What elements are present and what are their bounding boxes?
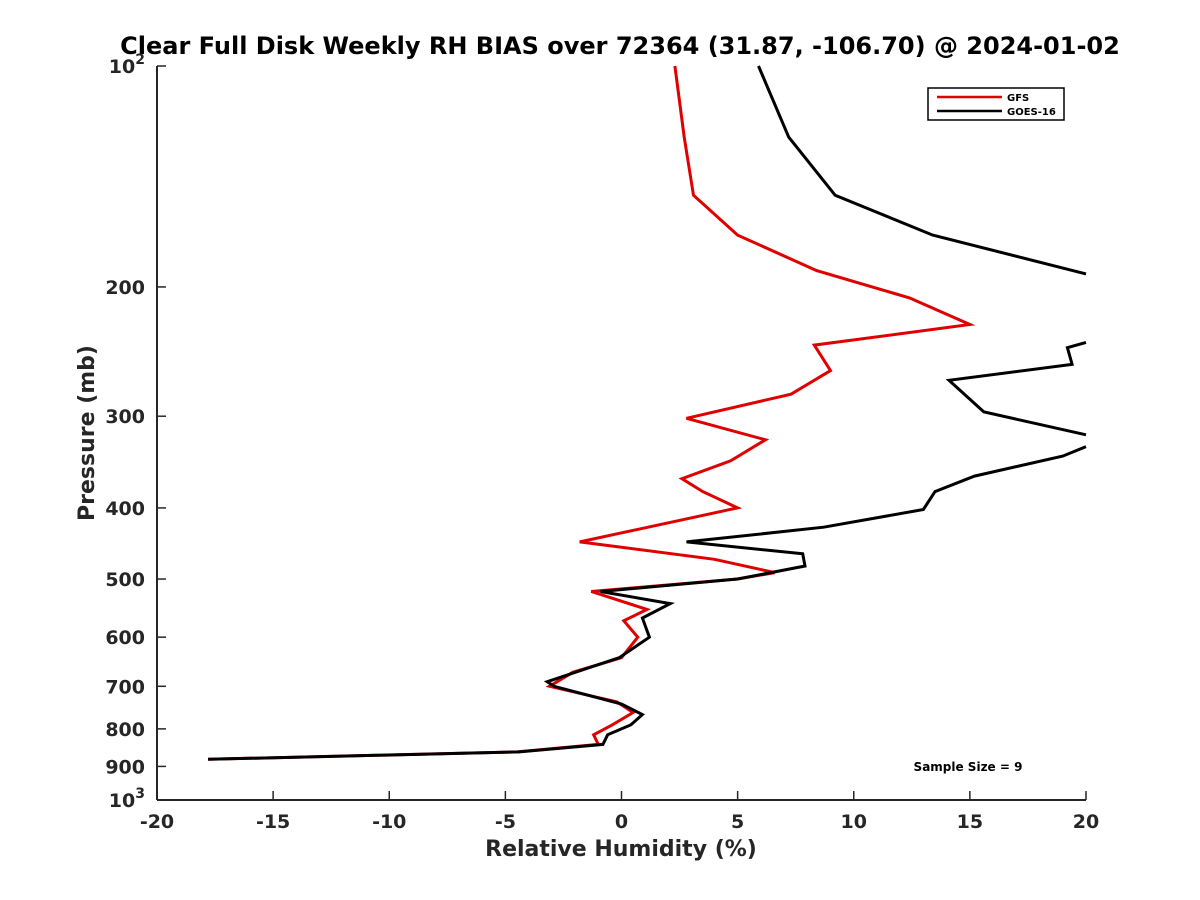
chart-title: Clear Full Disk Weekly RH BIAS over 7236… <box>120 32 1120 60</box>
x-tick-label: -5 <box>495 811 516 833</box>
x-ticks: -20 -15 -10 -5 0 5 10 15 20 <box>140 791 1099 833</box>
series-line-goes16-2 <box>208 445 1087 761</box>
series-line-goes16-0 <box>757 65 1087 276</box>
y-tick-label: 300 <box>105 406 145 428</box>
x-tick-label: 20 <box>1073 811 1099 833</box>
x-tick-label: 0 <box>615 811 628 833</box>
series-line-goes16-1 <box>945 340 1087 437</box>
x-tick-label: 15 <box>957 811 983 833</box>
y-tick-label: 500 <box>105 569 145 591</box>
x-tick-label: 10 <box>841 811 867 833</box>
x-tick-label: -15 <box>256 811 290 833</box>
y-tick-label: 200 <box>105 277 145 299</box>
y-tick-label: 800 <box>105 719 145 741</box>
y-tick-label: 600 <box>105 627 145 649</box>
legend-label-goes16: GOES-16 <box>1007 107 1056 118</box>
x-tick-label: -10 <box>372 811 406 833</box>
legend-box <box>927 87 1065 121</box>
y-axis-label: Pressure (mb) <box>75 345 100 521</box>
y-ticks: 102 200 300 400 500 600 700 800 900 103 <box>105 52 166 812</box>
x-tick-label: 5 <box>731 811 744 833</box>
legend-label-gfs: GFS <box>1007 93 1029 104</box>
y-tick-label: 900 <box>105 756 145 778</box>
x-axis-label: Relative Humidity (%) <box>485 837 757 862</box>
series-layer <box>208 65 1087 761</box>
legend: GFS GOES-16 <box>927 87 1065 121</box>
plot-area <box>157 66 1086 800</box>
y-tick-label: 400 <box>105 498 145 520</box>
y-tick-label: 103 <box>109 786 145 812</box>
y-tick-label: 700 <box>105 676 145 698</box>
sample-size-annotation: Sample Size = 9 <box>914 760 1023 774</box>
y-tick-label: 102 <box>109 52 145 78</box>
x-tick-label: -20 <box>140 811 174 833</box>
